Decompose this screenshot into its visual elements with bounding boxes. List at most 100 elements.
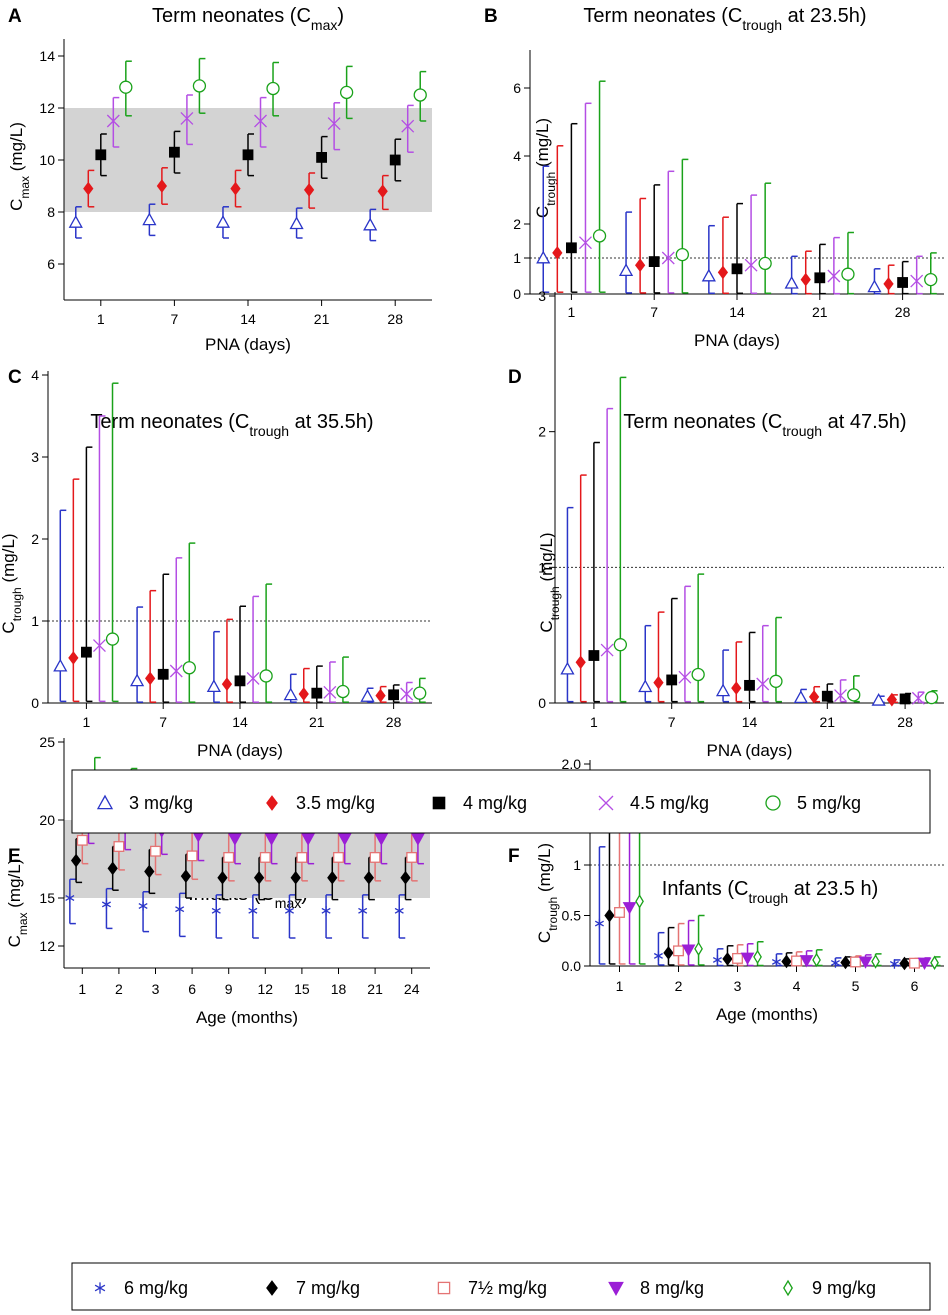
data-point: [666, 674, 678, 686]
data-point: [635, 894, 644, 909]
data-point: [375, 688, 386, 703]
title-main: Term neonates (C: [623, 411, 782, 433]
x-tick-label: 14: [232, 714, 248, 730]
data-point: [886, 692, 897, 707]
y-tick-label: 6: [513, 80, 521, 96]
data-point: [756, 677, 770, 691]
data-point: [106, 114, 120, 128]
data-point: [850, 956, 861, 968]
data-point: [744, 258, 758, 272]
y-axis-label: Cmax (mg/L): [5, 859, 30, 948]
legend-marker: [266, 1280, 278, 1296]
data-point: [740, 952, 755, 965]
y-tick-label: 3: [31, 449, 39, 465]
data-point: [253, 870, 265, 885]
ylabel-main: C: [5, 935, 24, 947]
data-point: [206, 679, 221, 693]
data-point: [180, 869, 192, 883]
legend-label: 8 mg/kg: [640, 1278, 704, 1298]
data-point: [744, 679, 755, 691]
chart-title: Term neonates (Ctrough at 23.5h): [583, 5, 866, 33]
data-point: [821, 690, 833, 702]
series-s4: [95, 130, 402, 182]
data-point: [911, 691, 925, 705]
legend-marker: [783, 1279, 793, 1297]
data-point: [781, 954, 792, 969]
data-point: [840, 955, 851, 970]
x-tick-label: 5: [852, 978, 860, 994]
ylabel-subscript: trough: [546, 897, 560, 931]
x-tick-label: 21: [314, 311, 330, 327]
x-tick-label: 7: [668, 714, 676, 730]
x-tick-label: 12: [258, 981, 274, 997]
data-point: [722, 952, 733, 966]
title-main: Term neonates (C: [583, 5, 742, 27]
data-point: [400, 687, 414, 701]
data-point: [266, 81, 280, 96]
data-point: [81, 646, 92, 658]
data-point: [129, 673, 145, 687]
ylabel-tail: (mg/L): [0, 533, 18, 587]
data-point: [175, 904, 185, 914]
data-point: [653, 951, 663, 961]
y-tick-label: 8: [47, 204, 55, 220]
y-tick-label: 12: [39, 938, 55, 954]
ylabel-subscript: max: [16, 912, 30, 935]
data-point: [753, 949, 762, 965]
series-s4: [588, 441, 912, 705]
panel-letter: B: [484, 6, 498, 27]
data-point: [715, 683, 731, 697]
data-point: [899, 693, 911, 705]
y-tick-label: 1: [513, 250, 521, 266]
chart-title: Term neonates (Ctrough at 47.5h): [623, 411, 906, 439]
legend-marker: [765, 795, 781, 811]
ylabel-main: C: [535, 931, 554, 943]
data-point: [648, 256, 660, 267]
data-point: [337, 833, 352, 846]
y-tick-label: 2.0: [562, 756, 582, 772]
legend-entry: 4.5 mg/kg: [598, 793, 709, 813]
x-tick-label: 1: [83, 714, 91, 730]
x-axis-label: PNA (days): [205, 335, 291, 354]
data-point: [867, 279, 882, 293]
series-s8: [622, 805, 932, 970]
ylabel-subscript: trough: [10, 587, 24, 621]
data-point: [930, 955, 939, 971]
ylabel-subscript: trough: [544, 172, 558, 206]
y-axis-label: Ctrough (mg/L): [535, 843, 560, 943]
data-point: [560, 661, 575, 675]
data-point: [283, 687, 298, 701]
data-point: [374, 833, 389, 846]
legend-term: 3 mg/kg 3.5 mg/kg 4 mg/kg 4.5 mg/kg 5 mg/kg: [71, 769, 931, 834]
data-point: [613, 638, 628, 652]
data-point: [731, 681, 742, 695]
data-point: [311, 687, 323, 699]
title-tail: at 23.5 h): [788, 878, 878, 900]
data-point: [182, 661, 196, 675]
data-point: [731, 263, 743, 275]
data-point: [264, 833, 279, 846]
data-point: [411, 833, 425, 846]
data-point: [594, 918, 604, 929]
data-point: [401, 119, 415, 133]
data-point: [215, 215, 231, 228]
series-s4: [566, 122, 909, 295]
title-tail: ): [337, 5, 344, 27]
y-tick-label: 4: [513, 148, 521, 164]
y-axis-label: Ctrough (mg/L): [537, 532, 562, 632]
ylabel-subscript: trough: [548, 586, 562, 620]
series-s3: [68, 203, 378, 242]
x-axis-label: PNA (days): [197, 741, 283, 760]
data-point: [552, 246, 563, 260]
legend-label: 4.5 mg/kg: [630, 793, 709, 813]
legend-label: 7 mg/kg: [296, 1278, 360, 1298]
data-point: [248, 906, 258, 916]
data-point: [799, 955, 814, 968]
data-point: [327, 870, 338, 885]
data-point: [211, 906, 221, 916]
series-s35: [83, 167, 389, 211]
data-point: [769, 674, 783, 688]
series-s5: [119, 57, 427, 122]
